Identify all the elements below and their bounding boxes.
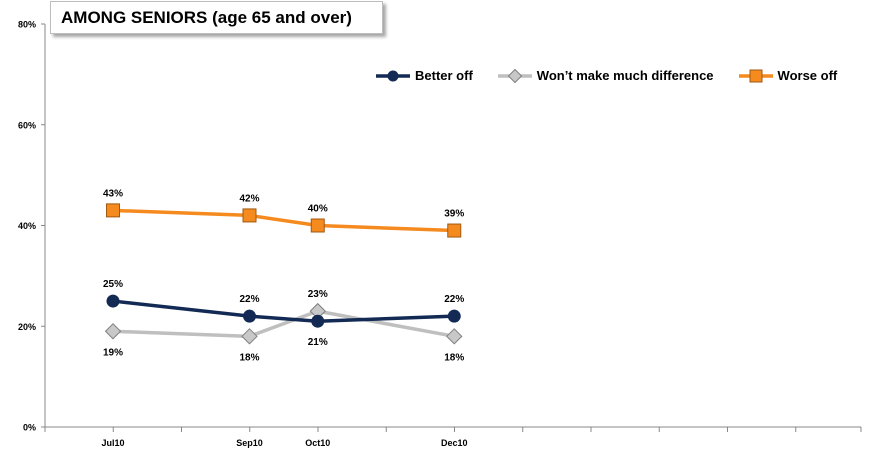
data-label: 40% — [308, 204, 328, 215]
series-markers — [104, 203, 463, 345]
axes: 0% 20% 40% 60% 80% Jul10 Sep10 Oct10 Dec10 — [18, 20, 862, 448]
data-point — [311, 314, 325, 328]
data-point — [243, 309, 256, 323]
legend-label-better-off: Better off — [415, 68, 473, 83]
data-point — [106, 294, 120, 308]
legend-label-worse-off: Worse off — [777, 68, 838, 83]
x-tick-label: Jul10 — [101, 438, 124, 448]
series-line-won-t-make-much-difference — [112, 309, 455, 339]
data-point — [106, 203, 120, 218]
data-label: 19% — [103, 347, 123, 358]
data-point — [241, 328, 258, 345]
legend-item-worse-off: Worse off — [738, 68, 838, 83]
legend-item-better-off: Better off — [375, 68, 473, 83]
data-label: 25% — [103, 279, 123, 290]
series-line-better-off — [112, 299, 455, 323]
data-point — [446, 328, 463, 345]
legend-marker-better-off — [376, 70, 410, 81]
data-label: 22% — [239, 294, 259, 305]
series-lines — [112, 208, 455, 339]
data-point — [310, 218, 325, 233]
x-tick-label: Sep10 — [236, 438, 263, 448]
data-label: 21% — [308, 337, 328, 348]
legend: Better off Won’t make much difference Wo… — [375, 68, 837, 83]
legend-marker-worse-off — [738, 69, 773, 82]
x-tick-label: Dec10 — [441, 438, 468, 448]
data-point — [104, 323, 122, 340]
data-label: 18% — [239, 352, 259, 363]
data-label: 18% — [444, 352, 464, 363]
y-tick-label: 20% — [18, 322, 36, 332]
y-tick-label: 60% — [18, 120, 36, 130]
data-label: 42% — [239, 193, 259, 204]
series-line-worse-off — [112, 208, 455, 233]
data-point — [447, 223, 462, 238]
chart-title-box: AMONG SENIORS (age 65 and over) — [50, 1, 383, 34]
legend-label-wont-make-much-difference: Won’t make much difference — [536, 68, 714, 83]
data-label: 22% — [444, 294, 464, 305]
data-label: 23% — [308, 289, 328, 300]
chart-title: AMONG SENIORS (age 65 and over) — [61, 7, 352, 27]
y-tick-label: 40% — [18, 221, 36, 231]
x-tick-label: Oct10 — [305, 438, 330, 448]
data-labels: 19% 18% 23% 18% 25% 22% 21% 22% 43% 42% 40% 39% — [103, 188, 464, 363]
data-label: 39% — [444, 209, 464, 220]
legend-item-wont-make-much-difference: Won’t make much difference — [497, 68, 714, 83]
legend-marker-wont-make-much-difference — [497, 68, 532, 83]
data-point — [447, 309, 461, 323]
y-tick-label: 0% — [23, 423, 36, 433]
data-label: 43% — [103, 188, 123, 199]
data-point — [242, 208, 257, 223]
y-tick-label: 80% — [18, 20, 36, 30]
